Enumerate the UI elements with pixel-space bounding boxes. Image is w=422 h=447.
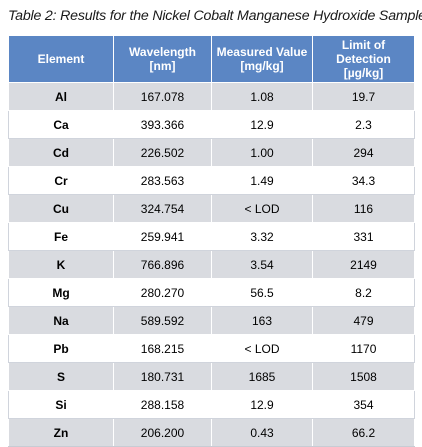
cell-element: K: [8, 250, 114, 279]
table-row: Fe 259.941 3.32 331: [8, 222, 415, 251]
header-limit-of-detection-line2: Detection [µg/kg]: [336, 52, 391, 80]
cell-limit-of-detection: 1508: [312, 362, 415, 391]
cell-wavelength: 283.563: [113, 166, 212, 195]
cell-wavelength: 589.592: [113, 306, 212, 335]
cell-measured-value: 1.08: [211, 82, 313, 111]
table-row: Al 167.078 1.08 19.7: [8, 82, 415, 111]
table-row: Mg 280.270 56.5 8.2: [8, 278, 415, 307]
cell-wavelength: 324.754: [113, 194, 212, 223]
table-row: K 766.896 3.54 2149: [8, 250, 415, 279]
cell-measured-value: 163: [211, 306, 313, 335]
cell-element: Cu: [8, 194, 114, 223]
header-limit-of-detection-line1: Limit of: [341, 38, 386, 52]
cell-element: Al: [8, 82, 114, 111]
results-table: Element Wavelength [nm] Measured Value […: [8, 35, 415, 447]
cell-measured-value: 12.9: [211, 110, 313, 139]
header-measured-value: Measured Value [mg/kg]: [211, 35, 313, 83]
header-limit-of-detection: Limit of Detection [µg/kg]: [312, 35, 415, 83]
table-row: Cd 226.502 1.00 294: [8, 138, 415, 167]
cell-limit-of-detection: 34.3: [312, 166, 415, 195]
cell-element: S: [8, 362, 114, 391]
cell-element: Ca: [8, 110, 114, 139]
cell-measured-value: 1.00: [211, 138, 313, 167]
table-row: Si 288.158 12.9 354: [8, 390, 415, 419]
cell-limit-of-detection: 19.7: [312, 82, 415, 111]
header-measured-value-line2: [mg/kg]: [240, 59, 284, 73]
table-row: Na 589.592 163 479: [8, 306, 415, 335]
cell-measured-value: 3.54: [211, 250, 313, 279]
cell-limit-of-detection: 1170: [312, 334, 415, 363]
cell-element: Fe: [8, 222, 114, 251]
cell-wavelength: 280.270: [113, 278, 212, 307]
cell-wavelength: 766.896: [113, 250, 212, 279]
cell-measured-value: 56.5: [211, 278, 313, 307]
header-wavelength: Wavelength [nm]: [113, 35, 212, 83]
header-wavelength-line2: [nm]: [149, 59, 176, 73]
cell-measured-value: 3.32: [211, 222, 313, 251]
table-row: S 180.731 1685 1508: [8, 362, 415, 391]
cell-wavelength: 393.366: [113, 110, 212, 139]
cell-limit-of-detection: 331: [312, 222, 415, 251]
table-row: Cu 324.754 < LOD 116: [8, 194, 415, 223]
cell-limit-of-detection: 8.2: [312, 278, 415, 307]
table-row: Ca 393.366 12.9 2.3: [8, 110, 415, 139]
cell-measured-value: 1685: [211, 362, 313, 391]
cell-limit-of-detection: 2.3: [312, 110, 415, 139]
cell-element: Zn: [8, 418, 114, 447]
cell-limit-of-detection: 354: [312, 390, 415, 419]
header-element: Element: [8, 35, 114, 83]
header-wavelength-line1: Wavelength: [129, 45, 196, 59]
table-row: Pb 168.215 < LOD 1170: [8, 334, 415, 363]
cell-measured-value: < LOD: [211, 334, 313, 363]
cell-element: Na: [8, 306, 114, 335]
cell-element: Si: [8, 390, 114, 419]
cell-limit-of-detection: 116: [312, 194, 415, 223]
header-measured-value-line1: Measured Value: [216, 45, 308, 59]
cell-wavelength: 288.158: [113, 390, 212, 419]
cell-wavelength: 206.200: [113, 418, 212, 447]
cell-measured-value: 0.43: [211, 418, 313, 447]
cell-wavelength: 168.215: [113, 334, 212, 363]
table-row: Cr 283.563 1.49 34.3: [8, 166, 415, 195]
cell-wavelength: 167.078: [113, 82, 212, 111]
cell-wavelength: 259.941: [113, 222, 212, 251]
cell-element: Cr: [8, 166, 114, 195]
header-element-line1: Element: [37, 52, 85, 66]
cell-measured-value: < LOD: [211, 194, 313, 223]
cell-element: Mg: [8, 278, 114, 307]
cell-element: Cd: [8, 138, 114, 167]
table-row: Zn 206.200 0.43 66.2: [8, 418, 415, 447]
cell-limit-of-detection: 66.2: [312, 418, 415, 447]
cell-measured-value: 1.49: [211, 166, 313, 195]
header-row: Element Wavelength [nm] Measured Value […: [8, 35, 415, 83]
cell-wavelength: 180.731: [113, 362, 212, 391]
cell-limit-of-detection: 294: [312, 138, 415, 167]
table-caption: Table 2: Results for the Nickel Cobalt M…: [8, 8, 422, 24]
cell-limit-of-detection: 2149: [312, 250, 415, 279]
cell-element: Pb: [8, 334, 114, 363]
cell-limit-of-detection: 479: [312, 306, 415, 335]
cell-wavelength: 226.502: [113, 138, 212, 167]
cell-measured-value: 12.9: [211, 390, 313, 419]
